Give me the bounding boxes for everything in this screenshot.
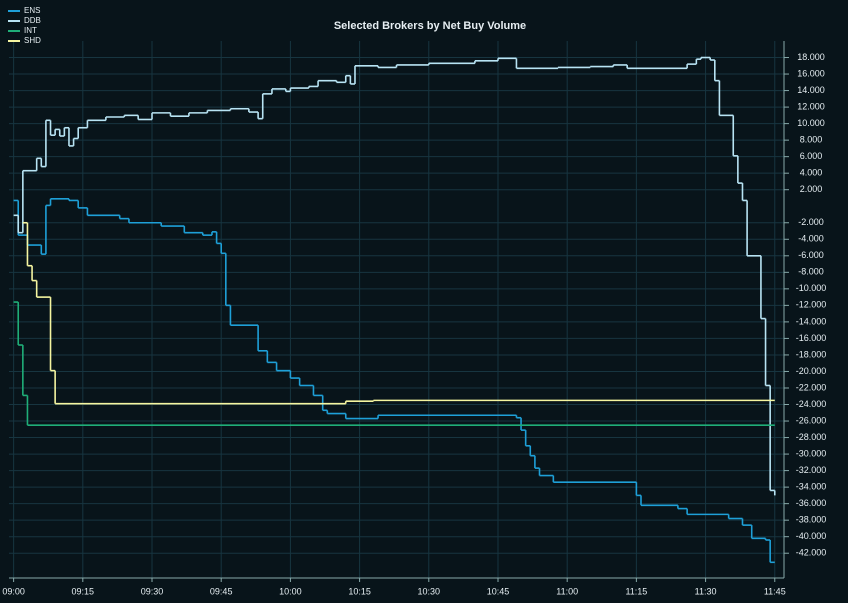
y-tick-label: 14.000 [797, 85, 825, 95]
x-tick-label: 11:45 [764, 586, 786, 596]
y-tick-label: -12.000 [796, 300, 827, 310]
y-tick-label: -36.000 [796, 498, 827, 508]
y-tick-label: 10.000 [797, 118, 825, 128]
y-tick-label: -38.000 [796, 515, 827, 525]
y-tick-label: -2.000 [798, 217, 824, 227]
y-tick-label: -14.000 [796, 316, 827, 326]
x-tick-label: 10:30 [418, 586, 441, 596]
x-tick-label: 09:30 [141, 586, 164, 596]
x-tick-label: 11:30 [695, 586, 717, 596]
x-tick-label: 10:00 [279, 586, 302, 596]
y-tick-label: -34.000 [796, 481, 827, 491]
y-tick-label: -10.000 [796, 283, 827, 293]
y-tick-label: -4.000 [798, 234, 824, 244]
x-tick-label: 09:15 [72, 586, 95, 596]
y-tick-label: -32.000 [796, 465, 827, 475]
y-tick-label: -30.000 [796, 448, 827, 458]
chart-title: Selected Brokers by Net Buy Volume [334, 20, 526, 32]
y-tick-label: -16.000 [796, 333, 827, 343]
legend-label: ENS [24, 6, 40, 15]
legend-label: SHD [24, 36, 41, 45]
y-tick-label: -22.000 [796, 382, 827, 392]
y-tick-label: 12.000 [797, 101, 825, 111]
y-tick-label: -8.000 [798, 267, 824, 277]
x-tick-label: 09:45 [210, 586, 233, 596]
x-tick-label: 10:15 [348, 586, 371, 596]
y-tick-label: -28.000 [796, 432, 827, 442]
y-tick-label: -18.000 [796, 349, 827, 359]
y-tick-label: -40.000 [796, 531, 827, 541]
y-tick-label: -26.000 [796, 415, 827, 425]
x-tick-label: 10:45 [487, 586, 510, 596]
legend-label: INT [24, 26, 37, 35]
legend-label: DDB [24, 16, 41, 25]
x-tick-label: 11:00 [556, 586, 578, 596]
y-tick-label: -6.000 [798, 250, 824, 260]
y-tick-label: -24.000 [796, 399, 827, 409]
x-tick-label: 11:15 [625, 586, 647, 596]
y-tick-label: -42.000 [796, 548, 827, 558]
y-tick-label: -20.000 [796, 366, 827, 376]
y-tick-label: 16.000 [797, 68, 825, 78]
y-tick-label: 18.000 [797, 52, 825, 62]
y-tick-label: 2.000 [800, 184, 823, 194]
y-tick-label: 4.000 [800, 168, 823, 178]
x-tick-label: 09:00 [2, 586, 25, 596]
y-tick-label: 6.000 [800, 151, 823, 161]
y-tick-label: 8.000 [800, 135, 823, 145]
